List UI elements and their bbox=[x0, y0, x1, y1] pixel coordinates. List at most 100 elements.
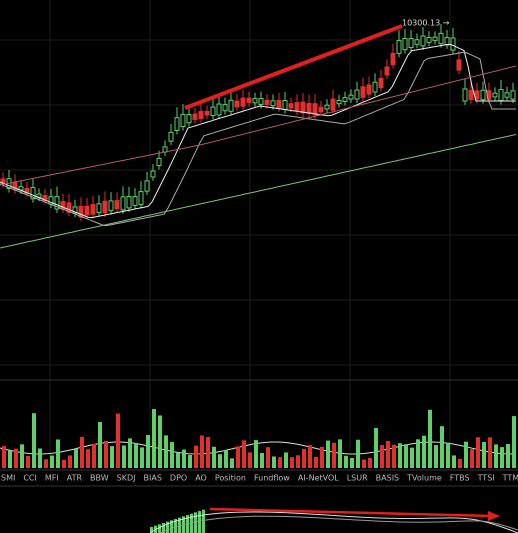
volume-bar bbox=[374, 428, 378, 468]
volume-bar bbox=[494, 444, 498, 468]
indicator-tab[interactable]: MFI bbox=[45, 474, 59, 483]
candle-body bbox=[432, 36, 438, 42]
volume-bar bbox=[74, 448, 78, 468]
ma-line bbox=[0, 51, 516, 227]
candle-body bbox=[276, 99, 282, 109]
candle-body bbox=[450, 37, 456, 51]
candle-body bbox=[234, 100, 240, 108]
ma-line bbox=[0, 43, 516, 219]
indicator-tab[interactable]: BASIS bbox=[376, 474, 399, 483]
volume-bar bbox=[284, 452, 288, 468]
indicator-tab[interactable]: Position bbox=[215, 474, 246, 483]
candle-body bbox=[216, 103, 222, 116]
volume-bar bbox=[482, 441, 486, 468]
candle-body bbox=[510, 90, 516, 100]
volume-bar bbox=[152, 409, 156, 468]
volume-bar bbox=[98, 421, 102, 468]
candle-body bbox=[444, 37, 450, 46]
volume-bar bbox=[230, 458, 234, 468]
indicator-tab[interactable]: Fundflow bbox=[254, 474, 290, 483]
indicator-tab[interactable]: TTSI bbox=[477, 474, 495, 483]
indicator-tabs: SMI CCI MFI ATR BBW SKDJ BIAS DPO AO Position Fund… bbox=[1, 474, 518, 483]
indicator-tab[interactable]: SKDJ bbox=[117, 474, 136, 483]
candle-body bbox=[348, 94, 354, 100]
volume-bar bbox=[200, 435, 204, 468]
osc-bar bbox=[174, 519, 177, 533]
volume-bar bbox=[32, 413, 36, 468]
trend-arrow bbox=[184, 24, 403, 110]
indicator-tab[interactable]: BIAS bbox=[144, 474, 162, 483]
volume-bar bbox=[308, 445, 312, 468]
candle-body bbox=[354, 89, 360, 100]
volume-bar bbox=[398, 443, 402, 468]
volume-bar bbox=[332, 442, 336, 468]
candle-body bbox=[210, 106, 216, 117]
indicator-tab[interactable]: CCI bbox=[23, 474, 37, 483]
candle-body bbox=[390, 52, 396, 66]
osc-bar bbox=[166, 521, 169, 533]
volume-bar bbox=[236, 446, 240, 468]
volume-bar bbox=[326, 440, 330, 468]
osc-bar bbox=[202, 509, 205, 533]
indicator-tab[interactable]: ATR bbox=[67, 474, 83, 483]
indicator-tab[interactable]: AO bbox=[195, 474, 207, 483]
volume-bar bbox=[206, 436, 210, 468]
indicator-tab[interactable]: TVolume bbox=[406, 474, 442, 483]
volume-bar bbox=[410, 447, 414, 468]
volume-bar bbox=[320, 446, 324, 468]
candle-body bbox=[54, 196, 60, 210]
candle-body bbox=[102, 200, 108, 214]
candle-body bbox=[246, 97, 252, 104]
volume-bar bbox=[464, 441, 468, 468]
volume-bar bbox=[62, 459, 66, 468]
volume-bar bbox=[506, 443, 510, 468]
candle-body bbox=[228, 99, 234, 112]
candle-body bbox=[96, 203, 102, 214]
osc-line bbox=[149, 511, 518, 533]
volume-bar bbox=[404, 444, 408, 468]
volume-bar bbox=[122, 445, 126, 468]
volume-bar bbox=[110, 446, 114, 468]
volume-bar bbox=[512, 416, 516, 468]
candle-body bbox=[300, 101, 306, 114]
candle-body bbox=[504, 92, 510, 98]
indicator-tab[interactable]: FTBS bbox=[450, 474, 470, 483]
volume-bar bbox=[272, 456, 276, 468]
candle-body bbox=[342, 97, 348, 103]
indicator-tab[interactable]: AI-NetVOL bbox=[298, 474, 339, 483]
volume-bar bbox=[302, 448, 306, 468]
candle-body bbox=[456, 59, 462, 71]
candle-body bbox=[132, 196, 138, 206]
volume-bar bbox=[14, 448, 18, 468]
volume-bar bbox=[452, 455, 456, 468]
osc-bar bbox=[162, 523, 165, 533]
candle-body bbox=[318, 106, 324, 113]
volume-bar bbox=[128, 438, 132, 468]
volume-bar bbox=[86, 449, 90, 468]
candle-body bbox=[462, 88, 468, 102]
indicator-tab[interactable]: TTMU bbox=[502, 474, 518, 483]
candle-body bbox=[426, 37, 432, 43]
indicator-tab[interactable]: SMI bbox=[1, 474, 15, 483]
ma-line bbox=[0, 65, 517, 186]
volume-bar bbox=[296, 455, 300, 468]
indicator-tab[interactable]: BBW bbox=[90, 474, 109, 483]
volume-bar bbox=[392, 444, 396, 468]
osc-bar bbox=[190, 513, 193, 533]
candle-body bbox=[108, 200, 114, 212]
volume-pane bbox=[2, 409, 516, 468]
volume-bar bbox=[428, 409, 432, 468]
volume-bar bbox=[8, 450, 12, 468]
indicator-tab[interactable]: DPO bbox=[170, 474, 187, 483]
candle-body bbox=[84, 205, 90, 216]
osc-line bbox=[159, 515, 518, 533]
ma-line bbox=[0, 134, 517, 249]
candle-body bbox=[204, 110, 210, 116]
candle-body bbox=[240, 97, 246, 107]
candle-body bbox=[402, 38, 408, 51]
candle-body bbox=[162, 146, 168, 153]
volume-bar bbox=[134, 443, 138, 468]
oscillator-pane bbox=[149, 509, 518, 533]
indicator-tab[interactable]: LSUR bbox=[347, 474, 368, 483]
